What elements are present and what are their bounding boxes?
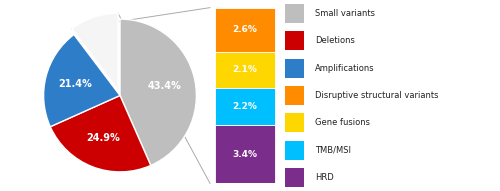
- Bar: [285, 113, 304, 132]
- Text: 21.4%: 21.4%: [58, 79, 92, 89]
- Wedge shape: [44, 35, 120, 127]
- Wedge shape: [120, 19, 196, 165]
- Text: 24.9%: 24.9%: [86, 133, 120, 143]
- Text: Gene fusions: Gene fusions: [315, 118, 370, 127]
- Bar: [285, 86, 304, 105]
- Bar: [285, 168, 304, 187]
- Text: Amplifications: Amplifications: [315, 64, 374, 73]
- Bar: [285, 59, 304, 78]
- Text: HRD: HRD: [315, 173, 334, 182]
- Wedge shape: [72, 13, 118, 90]
- Text: 2.2%: 2.2%: [232, 102, 258, 111]
- Bar: [215, 88, 275, 125]
- Bar: [285, 4, 304, 23]
- Text: Small variants: Small variants: [315, 9, 375, 18]
- Text: Deletions: Deletions: [315, 36, 355, 45]
- Bar: [285, 31, 304, 50]
- Bar: [285, 141, 304, 160]
- Text: 43.4%: 43.4%: [148, 81, 182, 91]
- Text: 2.1%: 2.1%: [232, 65, 258, 74]
- Bar: [215, 8, 275, 52]
- Wedge shape: [50, 96, 151, 172]
- Text: 3.4%: 3.4%: [232, 150, 258, 159]
- Bar: [215, 125, 275, 183]
- Text: Disruptive structural variants: Disruptive structural variants: [315, 91, 438, 100]
- Bar: [215, 52, 275, 88]
- Text: 2.6%: 2.6%: [232, 25, 258, 34]
- Text: TMB/MSI: TMB/MSI: [315, 146, 351, 155]
